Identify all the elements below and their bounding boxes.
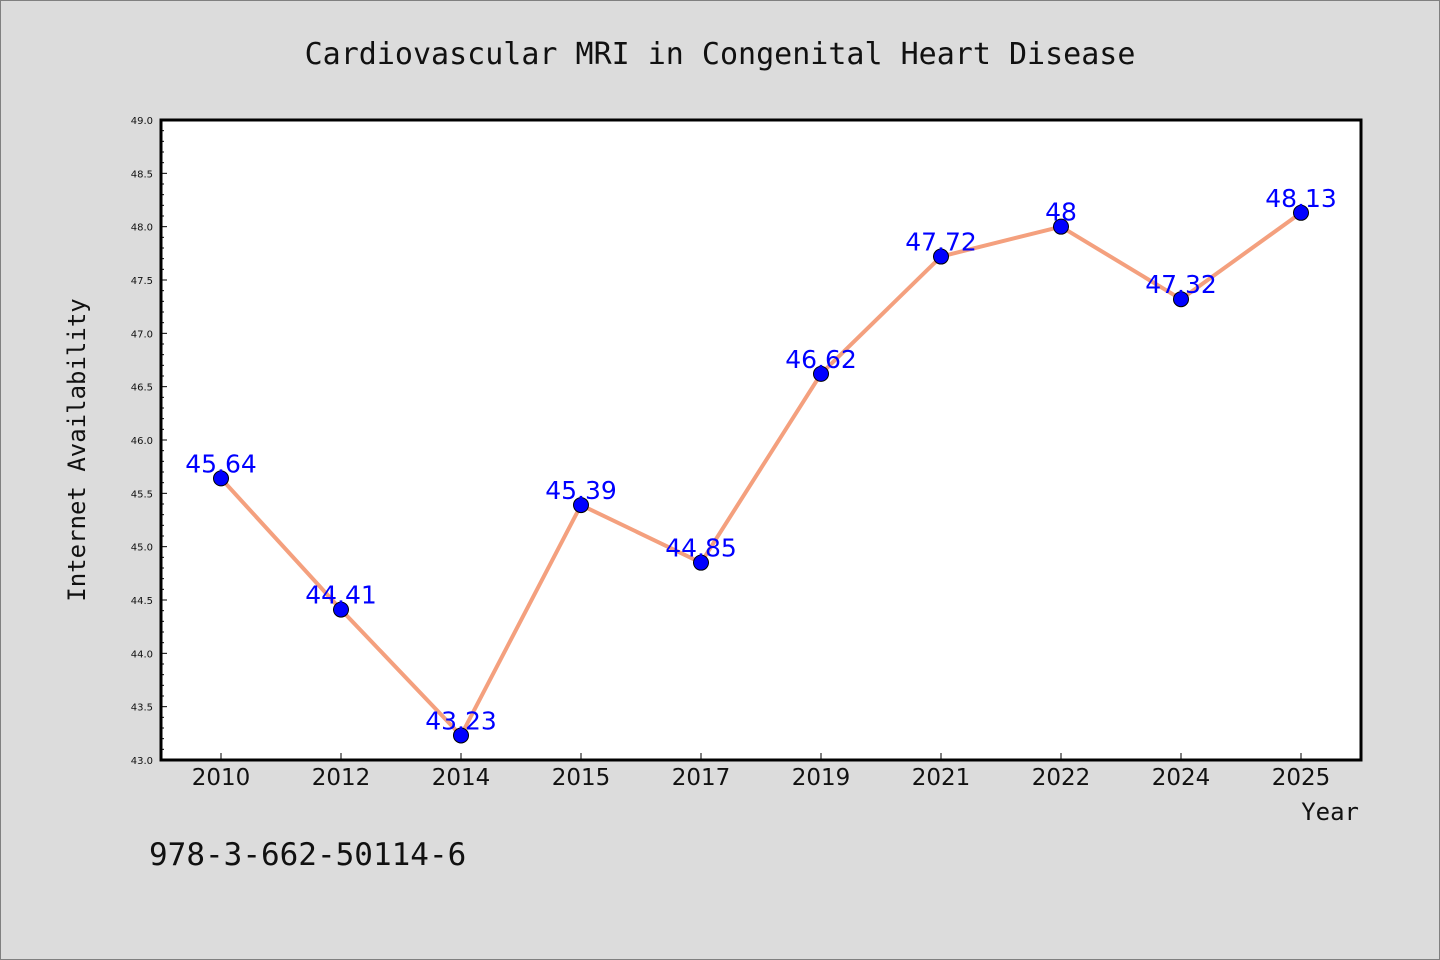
y-tick-label: 43.5	[131, 703, 153, 714]
y-tick-label: 46.5	[131, 383, 153, 394]
data-point	[213, 470, 229, 487]
data-point	[693, 554, 709, 571]
y-tick-label: 43.0	[131, 756, 153, 767]
x-tick-label: 2010	[192, 765, 251, 791]
x-axis-title: Year	[1301, 798, 1359, 826]
plot-area	[159, 118, 1363, 762]
x-tick-label: 2014	[432, 765, 491, 791]
y-tick-label: 47.5	[131, 276, 153, 287]
y-tick-label: 45.5	[131, 489, 153, 500]
data-label: 44.41	[305, 581, 377, 610]
data-label: 46.62	[785, 345, 857, 374]
data-point	[1293, 204, 1309, 221]
data-point	[1173, 291, 1189, 308]
data-label: 48	[1045, 198, 1077, 227]
data-label: 45.39	[545, 476, 617, 505]
footer-isbn-text: 978-3-662-50114-6	[149, 837, 466, 873]
y-tick-label: 49.0	[131, 116, 153, 127]
y-tick-label: 44.5	[131, 596, 153, 607]
x-tick-label: 2017	[672, 765, 731, 791]
data-point	[813, 365, 829, 382]
data-point	[1053, 218, 1069, 235]
y-axis: 43.0 43.5 44.0 44.5 45.0 45.5 46.0 46.5 47.0 47.5…	[131, 116, 167, 767]
y-tick-label: 45.0	[131, 543, 153, 554]
y-tick-label: 48.0	[131, 223, 153, 234]
y-axis-title: Internet Availability	[63, 298, 91, 601]
series-line-group	[213, 204, 1309, 744]
data-labels: 45.64 44.41 43.23 45.39 44.85 46.62 47.72 48 47.…	[185, 184, 1337, 736]
data-label: 47.72	[905, 228, 977, 257]
x-axis: 2010 2012 2014 2015 2017 2019 2021 2022 2024 2025	[192, 753, 1331, 791]
data-label: 43.23	[425, 706, 497, 735]
data-point	[333, 601, 349, 618]
y-tick-label: 48.5	[131, 169, 153, 180]
y-tick-label: 47.0	[131, 329, 153, 340]
x-tick-label: 2022	[1032, 765, 1091, 791]
x-tick-label: 2021	[912, 765, 971, 791]
data-label: 45.64	[185, 449, 257, 478]
series-line	[219, 211, 1303, 738]
data-point	[573, 497, 589, 514]
x-tick-label: 2019	[792, 765, 851, 791]
x-tick-label: 2015	[552, 765, 611, 791]
y-tick-label: 46.0	[131, 436, 153, 447]
x-tick-label: 2012	[312, 765, 371, 791]
data-label: 47.32	[1145, 270, 1217, 299]
data-label: 44.85	[665, 534, 737, 563]
chart-title: Cardiovascular MRI in Congenital Heart D…	[305, 37, 1136, 72]
x-tick-label: 2025	[1272, 765, 1331, 791]
data-point	[453, 727, 469, 744]
data-point	[933, 248, 949, 265]
y-tick-label: 44.0	[131, 649, 153, 660]
x-tick-label: 2024	[1152, 765, 1211, 791]
data-label: 48.13	[1265, 184, 1337, 213]
